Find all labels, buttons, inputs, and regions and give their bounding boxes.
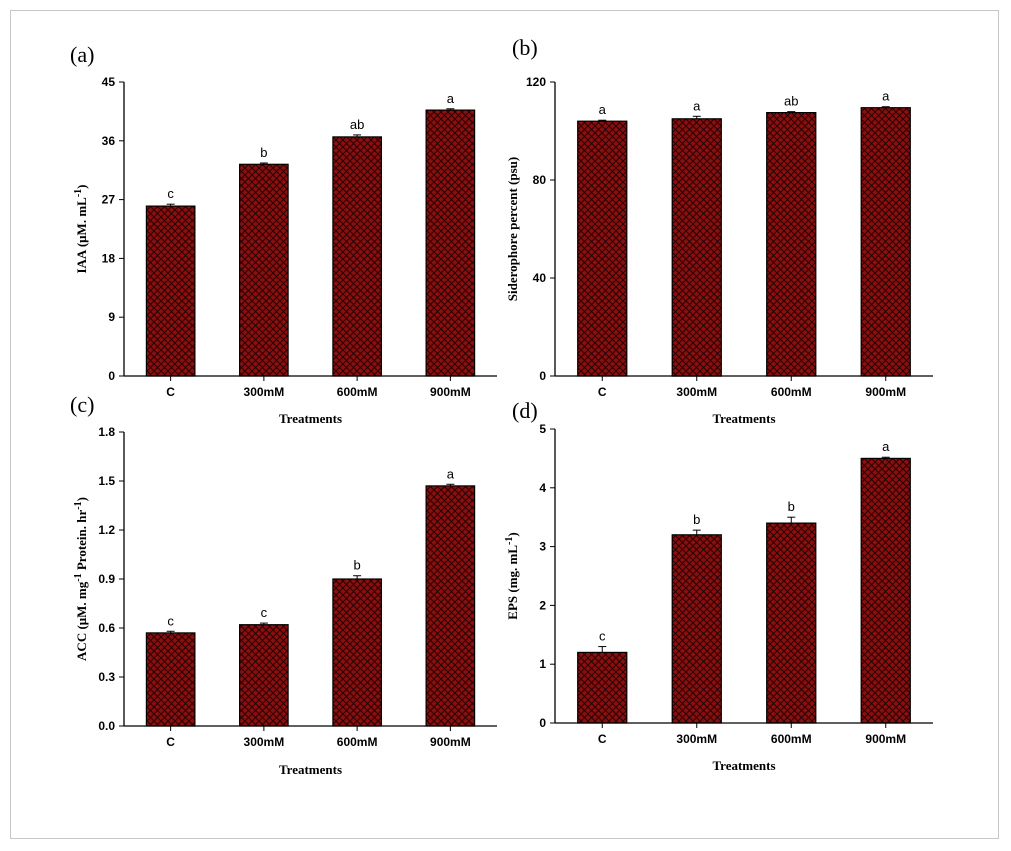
panel-label: (d) bbox=[512, 398, 538, 423]
bar-300mM bbox=[239, 624, 289, 727]
y-tick-label: 120 bbox=[526, 75, 546, 89]
y-tick-label: 0 bbox=[539, 369, 546, 383]
significance-letter: a bbox=[447, 91, 455, 106]
y-tick-label: 0.3 bbox=[98, 670, 115, 684]
x-tick-label: 600mM bbox=[771, 732, 812, 746]
significance-letter: a bbox=[882, 439, 890, 454]
significance-letter: c bbox=[599, 629, 606, 644]
x-axis-label: Treatments bbox=[712, 411, 775, 426]
x-tick-label: 300mM bbox=[244, 735, 285, 749]
x-axis-label: Treatments bbox=[279, 411, 342, 426]
significance-letter: a bbox=[693, 98, 701, 113]
bar-300mM bbox=[671, 534, 722, 724]
significance-letter: ab bbox=[784, 94, 798, 109]
y-tick-label: 27 bbox=[102, 193, 116, 207]
significance-letter: b bbox=[260, 145, 267, 160]
x-tick-label: 300mM bbox=[676, 732, 717, 746]
y-axis-label: IAA (μM. mL-1) bbox=[73, 184, 90, 273]
bar-C bbox=[145, 205, 196, 377]
bar-900mM bbox=[860, 457, 911, 724]
bar-C bbox=[577, 651, 628, 724]
x-tick-label: C bbox=[166, 735, 175, 749]
x-tick-label: 900mM bbox=[865, 732, 906, 746]
bar-600mM bbox=[766, 111, 817, 377]
y-tick-label: 40 bbox=[533, 271, 547, 285]
y-axis-label: ACC (μM. mg-1 Protein. hr-1) bbox=[73, 497, 90, 661]
panel-b: (b) a Ca 300mM ab 600mM a 900mM 0 40 80 120 Treatmen… bbox=[505, 35, 933, 426]
x-tick-label: C bbox=[598, 732, 607, 746]
significance-letter: c bbox=[261, 605, 268, 620]
x-tick-label: 600mM bbox=[771, 385, 812, 399]
y-axis-label: EPS (mg. mL-1) bbox=[504, 532, 521, 619]
y-tick-label: 0 bbox=[539, 716, 546, 730]
y-tick-label: 1 bbox=[539, 657, 546, 671]
y-tick-label: 1.5 bbox=[98, 474, 115, 488]
y-tick-label: 0.0 bbox=[98, 719, 115, 733]
y-tick-label: 0.6 bbox=[98, 621, 115, 635]
y-axis-label: Siderophore percent (psu) bbox=[505, 157, 520, 301]
y-tick-label: 45 bbox=[102, 75, 116, 89]
x-tick-label: C bbox=[166, 385, 175, 399]
x-axis-label: Treatments bbox=[279, 762, 342, 777]
bar-600mM bbox=[332, 578, 382, 727]
significance-letter: a bbox=[882, 89, 890, 104]
significance-letter: b bbox=[788, 499, 795, 514]
significance-letter: c bbox=[167, 613, 174, 628]
y-tick-label: 1.2 bbox=[98, 523, 115, 537]
panel-c: (c) c Cc 300mM b 600mM a 900mM 0.0 0.3 0.6 0.9 1.2 1.… bbox=[70, 392, 497, 777]
bar-600mM bbox=[766, 522, 817, 724]
panel-d: (d) c Cb 300mM b 600mM a 900mM 0 1 2 3 4 5 Treatments E… bbox=[504, 398, 933, 773]
x-tick-label: 900mM bbox=[430, 735, 471, 749]
bar-900mM bbox=[860, 107, 911, 377]
panel-label: (a) bbox=[70, 42, 94, 67]
bar-300mM bbox=[239, 163, 289, 377]
y-tick-label: 18 bbox=[102, 251, 116, 265]
bar-C bbox=[577, 120, 628, 377]
y-tick-label: 36 bbox=[102, 134, 116, 148]
panel-label: (c) bbox=[70, 392, 94, 417]
y-tick-label: 2 bbox=[539, 598, 546, 612]
bar-600mM bbox=[332, 136, 382, 377]
significance-letter: b bbox=[693, 512, 700, 527]
y-tick-label: 4 bbox=[539, 481, 546, 495]
panel-label: (b) bbox=[512, 35, 538, 60]
significance-letter: b bbox=[354, 558, 361, 573]
y-tick-label: 80 bbox=[533, 173, 547, 187]
significance-letter: a bbox=[599, 102, 607, 117]
x-axis-label: Treatments bbox=[712, 758, 775, 773]
y-tick-label: 5 bbox=[539, 422, 546, 436]
x-tick-label: C bbox=[598, 385, 607, 399]
bar-900mM bbox=[425, 485, 476, 727]
x-tick-label: 300mM bbox=[676, 385, 717, 399]
x-tick-label: 900mM bbox=[865, 385, 906, 399]
x-tick-label: 600mM bbox=[337, 385, 378, 399]
bar-900mM bbox=[425, 109, 476, 377]
y-tick-label: 9 bbox=[108, 310, 115, 324]
y-tick-label: 1.8 bbox=[98, 425, 115, 439]
bar-300mM bbox=[671, 118, 722, 377]
panel-a: (a) c Cb 300mM ab 600mM a 900mM 0 9 18 27 36 45 Treatm… bbox=[70, 42, 497, 426]
significance-letter: c bbox=[167, 186, 174, 201]
y-tick-label: 0.9 bbox=[98, 572, 115, 586]
x-tick-label: 600mM bbox=[337, 735, 378, 749]
bar-C bbox=[145, 632, 196, 727]
y-tick-label: 0 bbox=[108, 369, 115, 383]
significance-letter: ab bbox=[350, 117, 364, 132]
x-tick-label: 900mM bbox=[430, 385, 471, 399]
significance-letter: a bbox=[447, 466, 455, 481]
x-tick-label: 300mM bbox=[244, 385, 285, 399]
y-tick-label: 3 bbox=[539, 540, 546, 554]
